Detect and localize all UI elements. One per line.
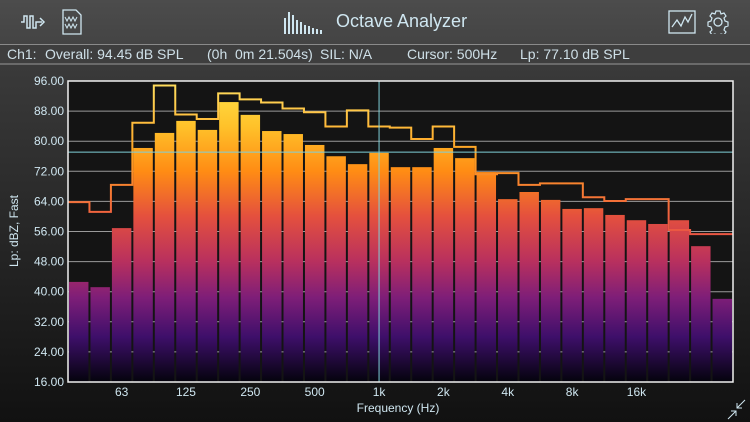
- y-tick-label: 24.00: [34, 345, 64, 359]
- y-tick-label: 32.00: [34, 315, 64, 329]
- toolbar: Octave Analyzer: [0, 0, 750, 44]
- x-tick-label: 16k: [627, 385, 647, 399]
- channel-label: Ch1:: [7, 46, 37, 62]
- band-bar: [133, 147, 153, 382]
- app-title: Octave Analyzer: [336, 11, 468, 31]
- band-bar: [154, 132, 175, 382]
- band-bar: [262, 131, 282, 382]
- band-bar: [390, 167, 411, 382]
- x-axis-label: Frequency (Hz): [357, 401, 440, 415]
- band-bar: [69, 281, 89, 382]
- band-bar: [562, 208, 582, 382]
- cursor-frequency: Cursor: 500Hz: [407, 46, 498, 62]
- band-bar: [412, 167, 432, 382]
- y-tick-label: 88.00: [34, 104, 64, 118]
- sil-value: SIL: N/A: [320, 46, 373, 62]
- band-bar: [90, 287, 110, 382]
- y-tick-label: 96.00: [34, 74, 64, 88]
- cursor-level: Lp: 77.10 dB SPL: [520, 46, 630, 62]
- band-bar: [304, 144, 325, 382]
- overall-level: Overall: 94.45 dB SPL: [45, 46, 184, 62]
- band-bar: [605, 214, 625, 382]
- y-tick-label: 72.00: [34, 164, 64, 178]
- y-tick-label: 56.00: [34, 225, 64, 239]
- collapse-icon[interactable]: [727, 399, 746, 420]
- x-tick-label: 1k: [373, 385, 387, 399]
- x-tick-label: 500: [305, 385, 325, 399]
- x-tick-label: 4k: [501, 385, 515, 399]
- band-bar: [583, 208, 604, 382]
- x-tick-label: 250: [240, 385, 260, 399]
- band-bar: [455, 158, 475, 382]
- band-bar: [347, 164, 368, 382]
- octave-chart[interactable]: 16.00 24.00 32.00 40.00 48.00 56.00 64.00 72.00…: [0, 65, 750, 422]
- y-axis-label: Lp: dBZ, Fast: [7, 194, 21, 267]
- band-bar: [476, 172, 497, 382]
- band-bar: [691, 246, 711, 382]
- plot-frame: [67, 80, 734, 383]
- band-bar: [240, 114, 261, 383]
- signal-generator-icon[interactable]: [20, 12, 52, 32]
- elapsed-time: (0h 0m 21.504s): [207, 46, 313, 62]
- waveform-file-icon[interactable]: [62, 9, 82, 35]
- band-bar: [498, 199, 518, 382]
- band-bar: [283, 134, 303, 382]
- octave-bars-icon: [284, 12, 322, 34]
- graph-view-icon[interactable]: [668, 10, 696, 34]
- x-tick-label: 2k: [437, 385, 451, 399]
- y-tick-label: 48.00: [34, 255, 64, 269]
- band-bar: [519, 191, 539, 382]
- y-tick-label: 16.00: [34, 375, 64, 389]
- band-bar: [176, 120, 196, 382]
- band-bar: [626, 220, 647, 382]
- band-bar: [669, 220, 690, 382]
- band-bar: [219, 102, 239, 382]
- status-bar: Ch1: Overall: 94.45 dB SPL (0h 0m 21.504…: [0, 44, 750, 65]
- x-tick-label: 8k: [566, 385, 580, 399]
- band-bar: [111, 228, 132, 382]
- band-bar: [326, 156, 346, 382]
- band-bar: [197, 129, 218, 382]
- y-tick-label: 64.00: [34, 194, 64, 208]
- band-bar: [712, 298, 732, 382]
- band-bar: [540, 199, 561, 382]
- band-bar: [433, 147, 454, 382]
- y-tick-label: 80.00: [34, 134, 64, 148]
- gear-icon[interactable]: [706, 10, 730, 34]
- x-tick-label: 125: [176, 385, 196, 399]
- band-bar: [648, 223, 668, 382]
- max-hold-line: [68, 84, 733, 236]
- x-tick-label: 63: [115, 385, 129, 399]
- y-tick-label: 40.00: [34, 285, 64, 299]
